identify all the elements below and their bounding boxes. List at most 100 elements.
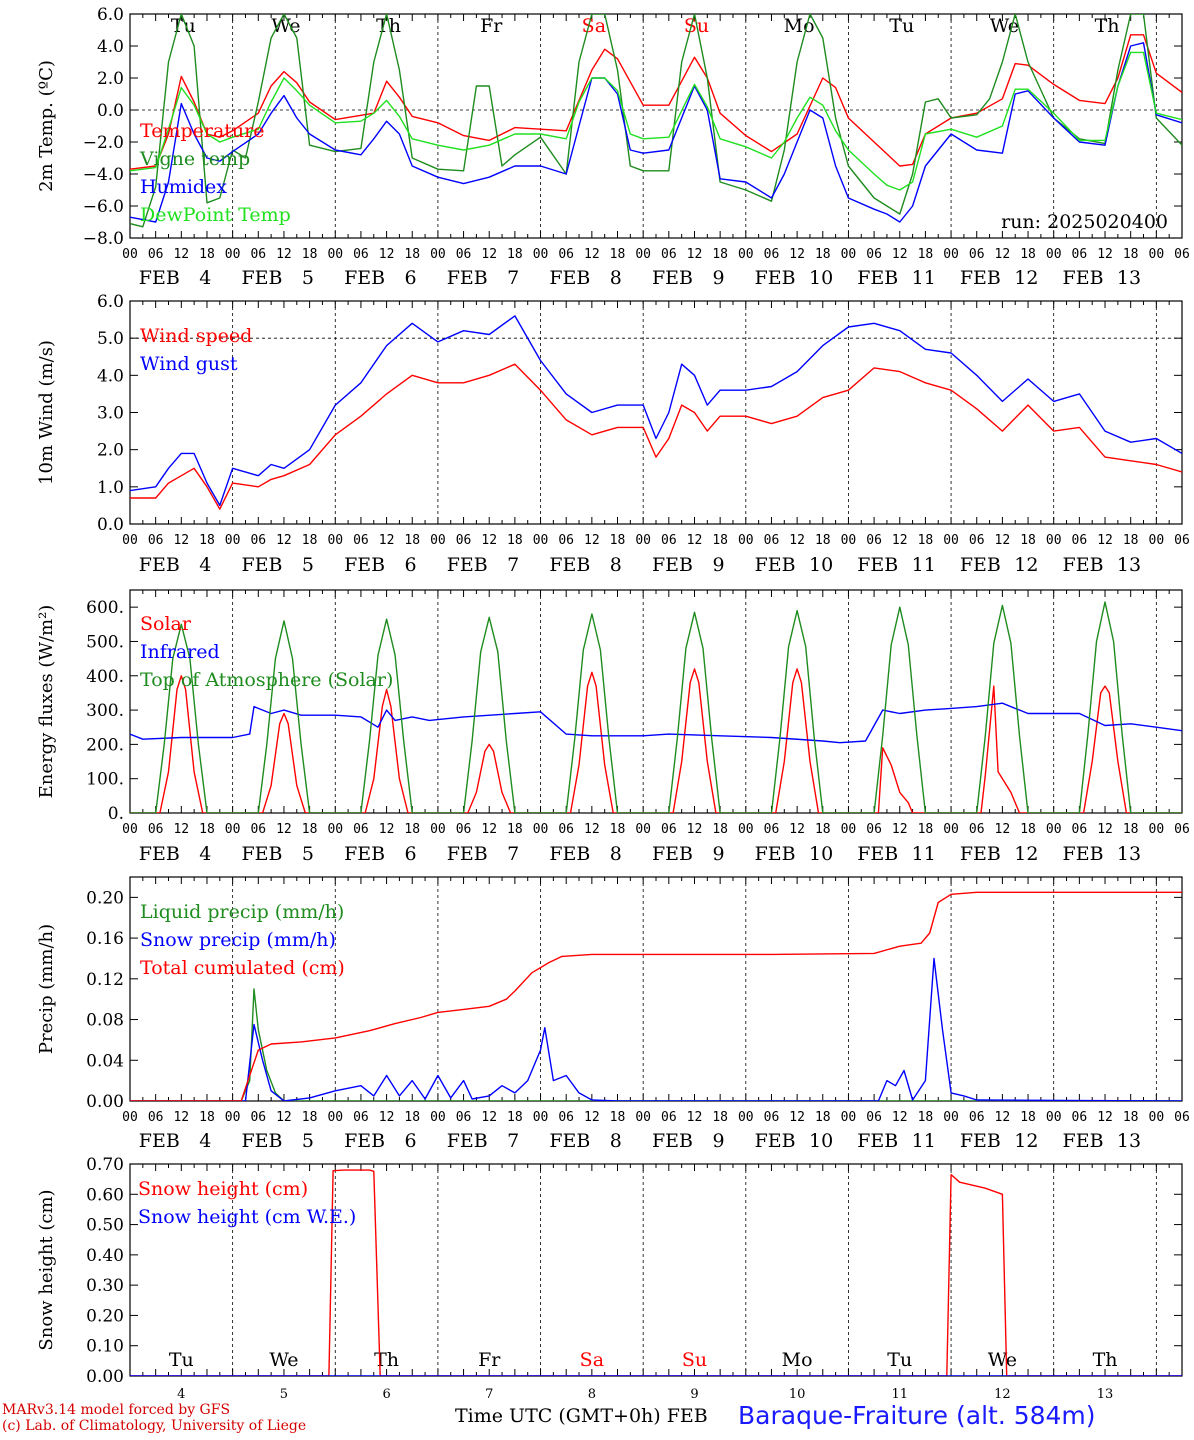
y-tick-label: 1.0 <box>97 478 124 498</box>
day-number-label: 5 <box>302 554 314 576</box>
hour-tick-label: 06 <box>764 247 780 262</box>
hour-tick-label: 06 <box>866 822 882 837</box>
hour-tick-label: 18 <box>815 533 831 548</box>
legend-entry: Humidex <box>140 176 227 198</box>
weekday-label: Th <box>1093 1349 1118 1371</box>
hour-tick-label: 12 <box>1097 1110 1113 1125</box>
hour-tick-label: 12 <box>173 533 189 548</box>
month-label: FEB <box>652 1130 693 1152</box>
hour-tick-label: 18 <box>302 533 318 548</box>
month-label: FEB <box>139 554 180 576</box>
hour-tick-label: 12 <box>584 247 600 262</box>
legend-entry: Snow height (cm W.E.) <box>138 1206 356 1228</box>
hour-tick-label: 00 <box>122 1110 138 1125</box>
hour-tick-label: 18 <box>199 533 215 548</box>
day-number-label: 7 <box>507 267 519 289</box>
hour-tick-label: 06 <box>1174 533 1190 548</box>
series-line-infrared <box>130 702 1182 744</box>
month-label: FEB <box>652 267 693 289</box>
hour-tick-label: 12 <box>379 247 395 262</box>
hour-tick-label: 06 <box>148 1110 164 1125</box>
hour-tick-label: 00 <box>943 533 959 548</box>
hour-tick-label: 18 <box>1123 1110 1139 1125</box>
hour-tick-label: 06 <box>969 822 985 837</box>
hour-tick-label: 00 <box>327 247 343 262</box>
hour-tick-label: 06 <box>456 1110 472 1125</box>
hour-tick-label: 18 <box>610 247 626 262</box>
hour-tick-label: 12 <box>687 1110 703 1125</box>
hour-tick-label: 12 <box>173 822 189 837</box>
hour-tick-label: 18 <box>302 1110 318 1125</box>
y-tick-label: 200. <box>86 735 124 755</box>
day-number-label: 11 <box>912 267 936 289</box>
hour-tick-label: 00 <box>1149 247 1165 262</box>
hour-tick-label: 12 <box>892 533 908 548</box>
plot-frame <box>129 300 1183 525</box>
hour-tick-label: 00 <box>533 247 549 262</box>
hour-tick-label: 00 <box>225 1110 241 1125</box>
hour-tick-label: 00 <box>1149 533 1165 548</box>
month-label: FEB <box>960 554 1001 576</box>
weekday-label: Tu <box>889 15 914 37</box>
month-label: FEB <box>857 1130 898 1152</box>
day-number-label: 8 <box>610 267 622 289</box>
hour-tick-label: 12 <box>687 822 703 837</box>
hour-tick-label: 12 <box>173 1110 189 1125</box>
legend-entry: Infrared <box>140 641 220 663</box>
hour-tick-label: 06 <box>866 533 882 548</box>
hour-tick-label: 06 <box>661 247 677 262</box>
hour-tick-label: 00 <box>122 533 138 548</box>
legend-entry: DewPoint Temp <box>140 204 291 226</box>
month-label: FEB <box>1063 1130 1104 1152</box>
month-label: FEB <box>447 267 488 289</box>
weekday-label: Tu <box>169 1349 194 1371</box>
weekday-label: Fr <box>480 15 503 37</box>
series-line-snow-precip-mm-h- <box>130 957 1182 1101</box>
legend-entry: Temperature <box>140 120 264 142</box>
month-label: FEB <box>960 843 1001 865</box>
hour-tick-label: 12 <box>892 822 908 837</box>
hour-tick-label: 00 <box>533 822 549 837</box>
day-number-label: 5 <box>280 1387 288 1402</box>
day-number-label: 13 <box>1117 267 1141 289</box>
weekday-label: Tu <box>887 1349 912 1371</box>
hour-tick-label: 12 <box>276 247 292 262</box>
y-tick-label: 300. <box>86 701 124 721</box>
hour-tick-label: 12 <box>892 1110 908 1125</box>
hour-tick-label: 12 <box>789 247 805 262</box>
y-axis-label: Energy fluxes (W/m²) <box>36 605 57 799</box>
month-label: FEB <box>241 554 282 576</box>
month-label: FEB <box>652 843 693 865</box>
hour-tick-label: 12 <box>173 247 189 262</box>
credits: MARv3.14 model forced by GFS (c) Lab. of… <box>2 1402 306 1434</box>
month-label: FEB <box>447 554 488 576</box>
month-label: FEB <box>344 554 385 576</box>
hour-tick-label: 06 <box>866 1110 882 1125</box>
month-label: FEB <box>960 267 1001 289</box>
credit-line-2: (c) Lab. of Climatology, University of L… <box>2 1418 307 1434</box>
y-tick-label: 0.20 <box>86 1306 124 1326</box>
day-number-label: 9 <box>712 554 724 576</box>
hour-tick-label: 00 <box>841 533 857 548</box>
y-tick-label: 6.0 <box>97 5 124 25</box>
month-label: FEB <box>960 1130 1001 1152</box>
hour-tick-label: 06 <box>353 1110 369 1125</box>
y-tick-label: −4.0 <box>83 165 124 185</box>
hour-tick-label: 06 <box>353 533 369 548</box>
hour-tick-label: 00 <box>635 1110 651 1125</box>
hour-tick-label: 18 <box>507 533 523 548</box>
legend-entry: Liquid precip (mm/h) <box>140 901 344 923</box>
day-number-label: 10 <box>809 554 833 576</box>
month-label: FEB <box>857 554 898 576</box>
y-tick-label: 600. <box>86 598 124 618</box>
hour-tick-label: 12 <box>789 533 805 548</box>
hour-tick-label: 06 <box>969 1110 985 1125</box>
day-number-label: 13 <box>1117 1130 1141 1152</box>
y-axis-label: Precip (mm/h) <box>36 924 57 1054</box>
day-number-label: 11 <box>912 1130 936 1152</box>
month-label: FEB <box>1063 554 1104 576</box>
hour-tick-label: 00 <box>122 247 138 262</box>
hour-tick-label: 06 <box>661 533 677 548</box>
y-tick-label: 4.0 <box>97 37 124 57</box>
hour-tick-label: 00 <box>841 822 857 837</box>
